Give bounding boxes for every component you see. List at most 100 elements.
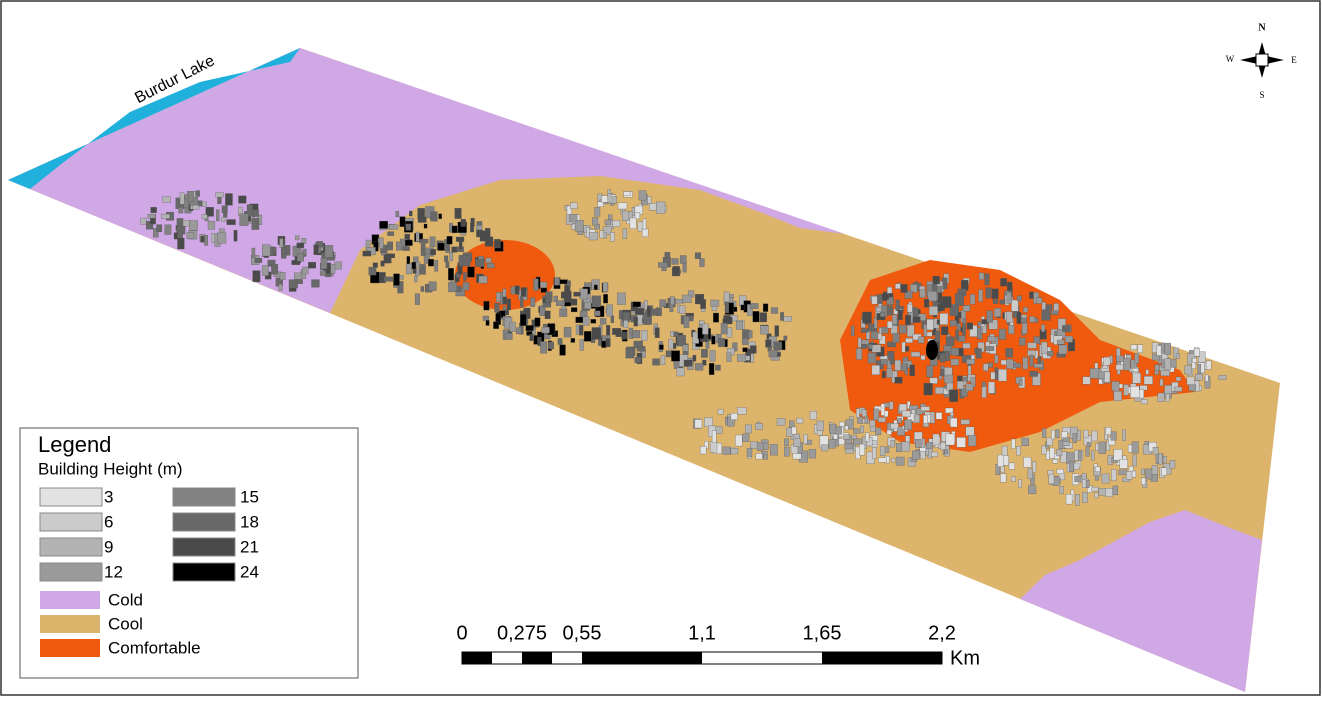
building	[294, 272, 302, 280]
building	[955, 329, 959, 341]
building	[434, 260, 439, 272]
height-label: 12	[104, 562, 123, 581]
building	[533, 278, 539, 291]
building	[454, 208, 462, 219]
building	[929, 377, 938, 384]
building	[612, 328, 622, 335]
compass-s: S	[1259, 90, 1264, 100]
building	[1053, 303, 1059, 311]
building	[606, 304, 613, 317]
building	[278, 283, 283, 291]
building	[654, 327, 660, 338]
building	[740, 304, 745, 311]
building	[409, 210, 413, 217]
building	[892, 314, 898, 325]
building	[1083, 429, 1089, 438]
building	[845, 419, 854, 430]
building	[924, 298, 930, 308]
building	[632, 301, 641, 308]
building	[399, 216, 406, 227]
building	[1160, 342, 1165, 354]
building	[308, 262, 316, 269]
building	[629, 217, 637, 229]
building	[1119, 459, 1128, 469]
building	[319, 270, 326, 276]
building	[1082, 376, 1091, 385]
building	[238, 195, 247, 204]
building	[1175, 353, 1180, 359]
building	[988, 381, 995, 394]
building	[944, 374, 954, 384]
building	[879, 446, 886, 456]
building	[1205, 360, 1212, 370]
building	[676, 334, 686, 347]
height-swatch	[172, 487, 236, 507]
building	[1016, 312, 1022, 324]
building	[568, 214, 578, 222]
building	[862, 311, 872, 324]
building	[395, 211, 400, 218]
building	[607, 193, 612, 204]
building	[718, 338, 726, 347]
building	[828, 439, 836, 449]
building	[279, 238, 284, 248]
building	[926, 319, 934, 331]
building	[897, 309, 903, 320]
building	[1072, 433, 1077, 443]
building	[1151, 465, 1158, 475]
building	[927, 291, 937, 302]
building	[932, 284, 938, 292]
building	[809, 411, 817, 420]
building	[891, 457, 896, 463]
building	[673, 331, 679, 337]
building	[1041, 445, 1047, 455]
building	[1111, 469, 1117, 481]
building	[851, 325, 855, 337]
building	[747, 304, 753, 316]
building	[960, 419, 970, 425]
building	[985, 287, 992, 299]
building	[1021, 437, 1029, 447]
building	[559, 308, 568, 317]
building	[982, 381, 986, 387]
building	[1027, 468, 1033, 479]
building	[251, 247, 256, 259]
building	[476, 230, 484, 238]
building	[516, 327, 522, 335]
building	[860, 425, 864, 434]
building	[789, 420, 795, 428]
building	[648, 203, 657, 211]
building	[1074, 475, 1082, 482]
building	[668, 338, 674, 350]
building	[829, 423, 837, 434]
building	[679, 255, 687, 264]
building	[178, 207, 184, 214]
building	[987, 336, 996, 342]
building	[636, 313, 643, 326]
building	[635, 308, 645, 315]
building	[1118, 469, 1128, 476]
building	[483, 301, 490, 311]
building	[1151, 353, 1160, 361]
building	[872, 447, 877, 459]
building	[462, 254, 471, 267]
building	[534, 317, 541, 327]
building	[1175, 376, 1181, 382]
building	[900, 441, 910, 452]
building	[976, 348, 982, 359]
building	[866, 331, 870, 340]
building	[540, 341, 548, 354]
building	[156, 224, 163, 233]
building	[252, 270, 261, 283]
building	[956, 380, 964, 390]
building	[153, 228, 159, 238]
building	[931, 451, 938, 457]
building	[783, 335, 788, 341]
building	[998, 369, 1007, 382]
building	[179, 192, 185, 205]
building	[756, 442, 764, 451]
building	[1111, 381, 1120, 391]
building	[494, 239, 501, 249]
building	[334, 261, 342, 270]
building	[162, 196, 171, 203]
